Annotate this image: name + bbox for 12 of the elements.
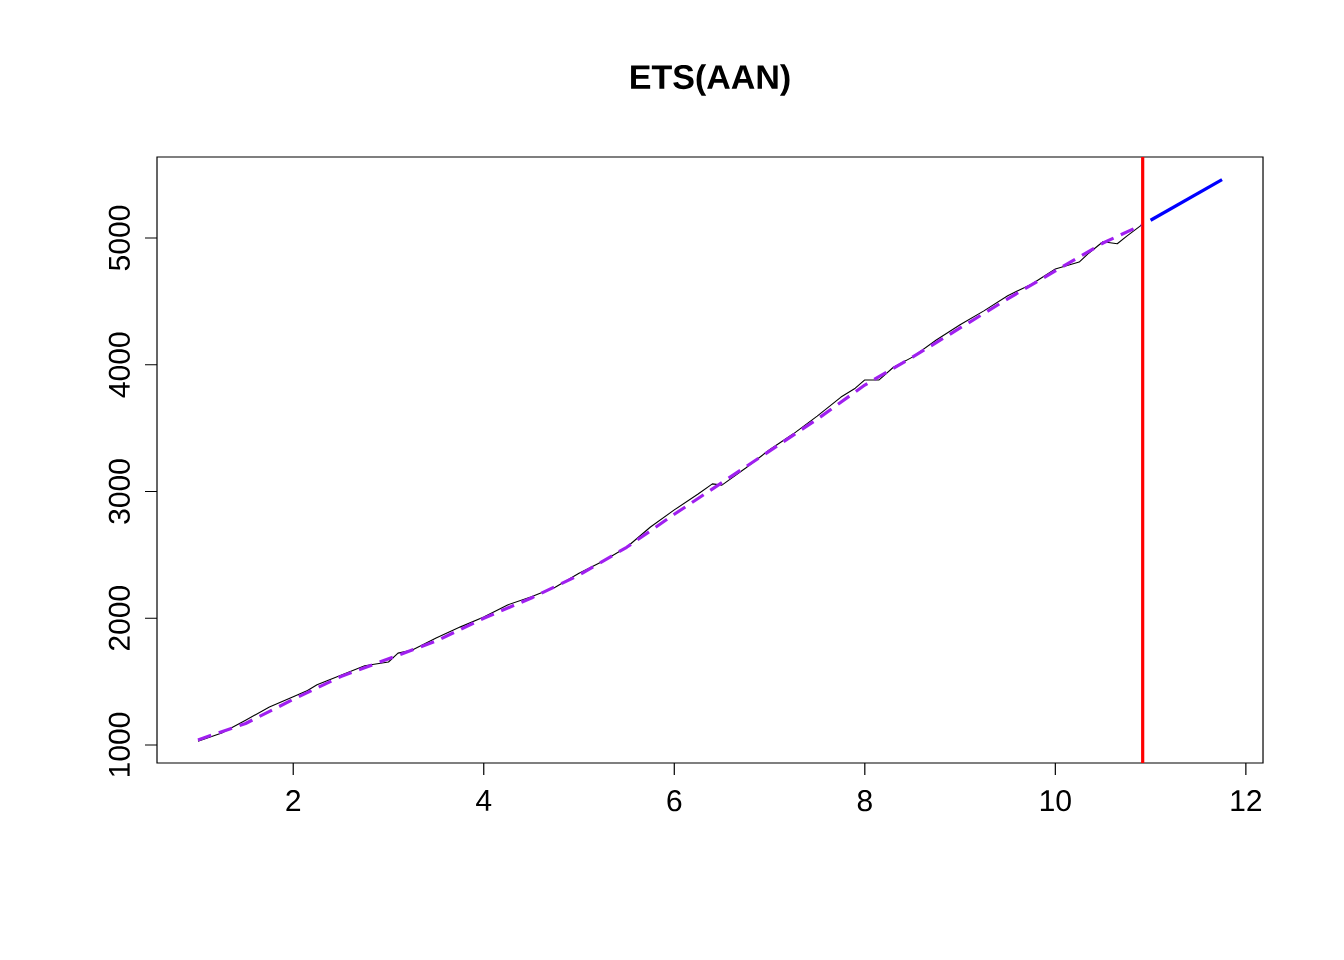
- x-tick-label: 10: [1040, 790, 1071, 812]
- y-tick-label: 4000: [108, 332, 130, 398]
- y-tick-label: 5000: [108, 205, 130, 271]
- y-tick-label: 1000: [108, 712, 130, 777]
- x-tick-label: 12: [1231, 790, 1262, 812]
- x-tick-label: 2: [286, 790, 301, 812]
- x-tick-label: 6: [667, 790, 682, 812]
- y-tick-label: 2000: [108, 586, 130, 651]
- x-tick-label: 8: [857, 790, 872, 812]
- y-tick-label: 3000: [108, 459, 130, 524]
- x-tick-label: 4: [476, 790, 492, 811]
- chart-title: ETS(AAN): [631, 64, 790, 96]
